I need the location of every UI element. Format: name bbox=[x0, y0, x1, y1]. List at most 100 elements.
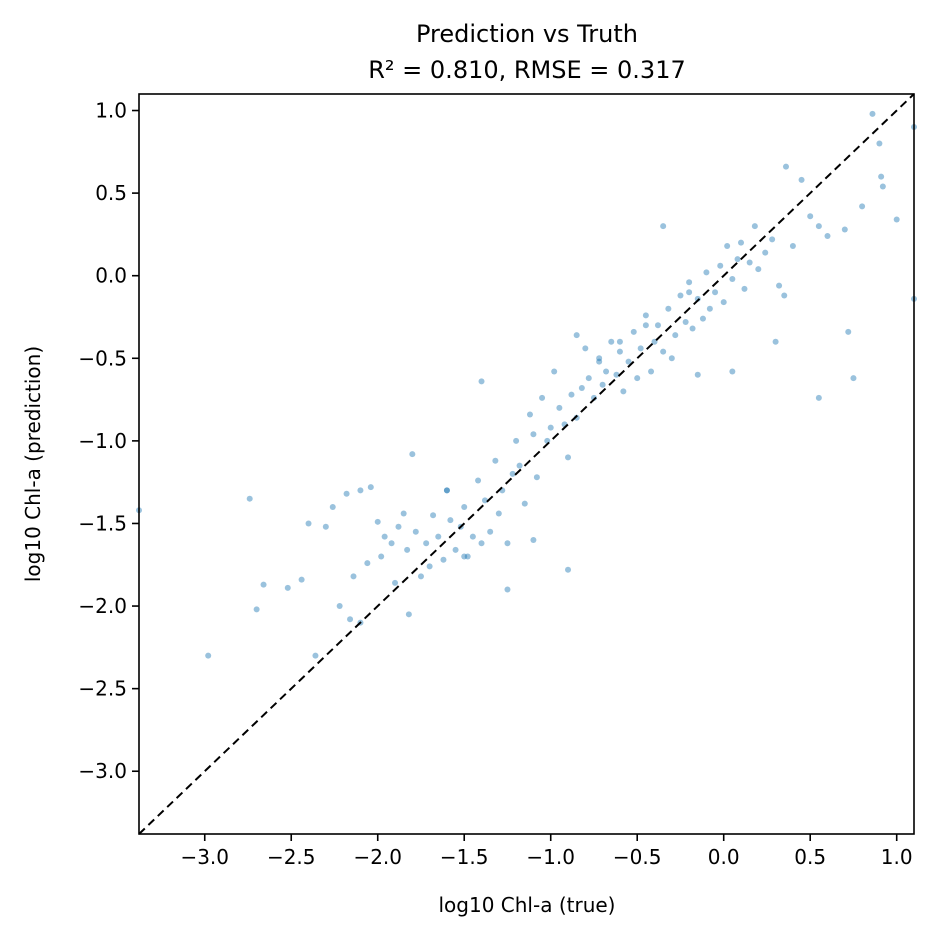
scatter-point bbox=[487, 528, 494, 535]
y-tick-label: −3.0 bbox=[78, 759, 127, 783]
scatter-point bbox=[533, 474, 540, 481]
y-axis-label: log10 Chl-a (prediction) bbox=[21, 346, 45, 582]
scatter-point bbox=[616, 338, 623, 345]
scatter-point bbox=[478, 378, 485, 385]
scatter-point bbox=[322, 523, 329, 530]
scatter-point bbox=[596, 358, 603, 365]
scatter-point bbox=[845, 328, 852, 335]
scatter-point bbox=[630, 328, 637, 335]
scatter-point bbox=[367, 484, 374, 491]
x-tick-label: −1.0 bbox=[526, 845, 575, 869]
scatter-point bbox=[423, 540, 430, 547]
scatter-point bbox=[616, 348, 623, 355]
scatter-point bbox=[492, 457, 499, 464]
scatter-point bbox=[329, 503, 336, 510]
scatter-point bbox=[378, 553, 385, 560]
scatter-point bbox=[660, 223, 667, 230]
scatter-point bbox=[509, 470, 516, 477]
scatter-point bbox=[475, 477, 482, 484]
scatter-point bbox=[689, 325, 696, 332]
x-tick-label: 0.0 bbox=[708, 845, 740, 869]
scatter-point bbox=[815, 394, 822, 401]
scatter-point bbox=[539, 394, 546, 401]
scatter-point bbox=[703, 269, 710, 276]
scatter-point bbox=[253, 606, 260, 613]
scatter-point bbox=[654, 322, 661, 329]
scatter-point bbox=[404, 546, 411, 553]
scatter-point bbox=[720, 299, 727, 306]
scatter-point bbox=[521, 500, 528, 507]
scatter-point bbox=[781, 292, 788, 299]
scatter-point bbox=[284, 584, 291, 591]
y-axis-ticks: −3.0 −2.5 −2.0 −1.5 −1.0 −0.5 0.0 0.5 1.0 bbox=[78, 99, 139, 783]
scatter-point bbox=[400, 510, 407, 517]
scatter-point bbox=[734, 256, 741, 263]
scatter-point bbox=[694, 371, 701, 378]
x-axis-label: log10 Chl-a (true) bbox=[439, 893, 616, 917]
scatter-points bbox=[136, 110, 917, 659]
scatter-point bbox=[769, 236, 776, 243]
scatter-point bbox=[530, 536, 537, 543]
x-tick-label: −0.5 bbox=[613, 845, 662, 869]
scatter-point bbox=[699, 315, 706, 322]
scatter-point bbox=[672, 332, 679, 339]
scatter-point bbox=[815, 223, 822, 230]
scatter-point bbox=[426, 563, 433, 570]
scatter-point bbox=[392, 579, 399, 586]
scatter-point bbox=[447, 517, 454, 524]
scatter-point bbox=[893, 216, 900, 223]
scatter-point bbox=[478, 540, 485, 547]
x-axis-ticks: −3.0 −2.5 −2.0 −1.5 −1.0 −0.5 0.0 0.5 1.0 bbox=[180, 834, 913, 869]
scatter-point bbox=[625, 358, 632, 365]
scatter-point bbox=[565, 566, 572, 573]
scatter-point bbox=[878, 173, 885, 180]
scatter-point bbox=[824, 233, 831, 240]
scatter-point bbox=[461, 553, 468, 560]
scatter-point bbox=[530, 431, 537, 438]
scatter-point bbox=[464, 553, 471, 560]
scatter-point bbox=[746, 259, 753, 266]
scatter-point bbox=[336, 603, 343, 610]
plot-frame bbox=[138, 93, 915, 835]
scatter-point bbox=[724, 242, 731, 249]
scatter-point bbox=[246, 495, 253, 502]
scatter-point bbox=[452, 546, 459, 553]
scatter-point bbox=[869, 110, 876, 117]
scatter-point bbox=[729, 368, 736, 375]
scatter-point bbox=[417, 573, 424, 580]
x-tick-label: −2.5 bbox=[267, 845, 316, 869]
scatter-point bbox=[608, 338, 615, 345]
scatter-point bbox=[642, 322, 649, 329]
scatter-point bbox=[357, 487, 364, 494]
y-tick-label: 0.5 bbox=[95, 181, 127, 205]
scatter-point bbox=[443, 487, 450, 494]
scatter-point bbox=[551, 368, 558, 375]
scatter-point bbox=[585, 375, 592, 382]
scatter-point bbox=[350, 573, 357, 580]
scatter-point bbox=[782, 163, 789, 170]
scatter-point bbox=[807, 213, 814, 220]
scatter-point bbox=[461, 503, 468, 510]
scatter-point bbox=[717, 262, 724, 269]
scatter-point bbox=[603, 368, 610, 375]
scatter-point bbox=[712, 289, 719, 296]
scatter-point bbox=[516, 462, 523, 469]
scatter-point bbox=[613, 371, 620, 378]
scatter-point bbox=[469, 533, 476, 540]
scatter-point bbox=[876, 140, 883, 147]
scatter-point bbox=[637, 345, 644, 352]
scatter-point bbox=[755, 266, 762, 273]
scatter-point bbox=[504, 586, 511, 593]
scatter-point bbox=[751, 223, 758, 230]
scatter-point bbox=[729, 276, 736, 282]
scatter-point bbox=[660, 348, 667, 355]
scatter-point bbox=[388, 540, 395, 547]
scatter-point bbox=[409, 451, 416, 458]
scatter-point bbox=[686, 289, 693, 296]
scatter-point bbox=[599, 381, 606, 388]
scatter-point bbox=[879, 183, 886, 190]
scatter-point bbox=[841, 226, 848, 233]
scatter-point bbox=[686, 279, 693, 286]
scatter-point bbox=[772, 338, 779, 345]
